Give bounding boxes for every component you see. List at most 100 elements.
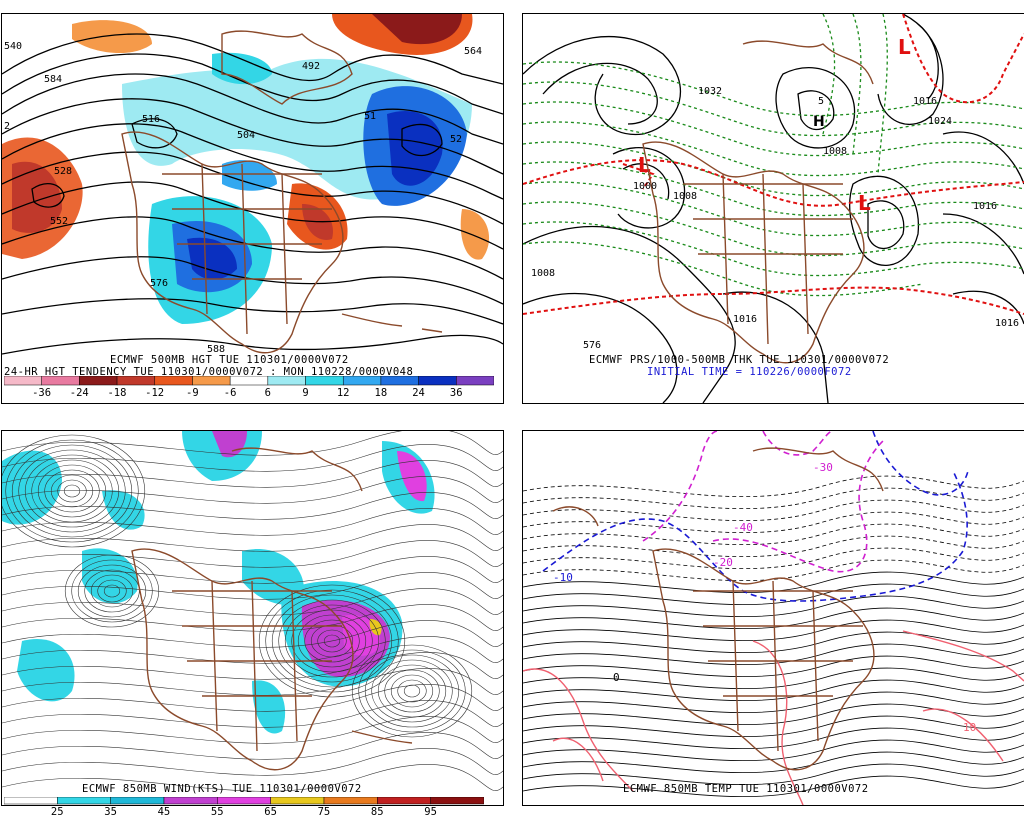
contour-label: 504 xyxy=(237,130,255,141)
low-center-marker: L xyxy=(858,191,871,215)
contour-label: 52 xyxy=(450,134,462,145)
contour-label: 552 xyxy=(50,216,68,227)
contour-label: 492 xyxy=(302,61,320,72)
streamline xyxy=(2,492,503,520)
legend-tick-label: 35 xyxy=(104,806,117,818)
streamline xyxy=(2,732,503,760)
streamline xyxy=(397,679,427,703)
streamline xyxy=(284,604,380,678)
panel-pressure-thickness: L L L H 1032 1016 1024 1008 1000 1008 10… xyxy=(522,13,1024,404)
legend-swatch xyxy=(163,797,218,805)
streamline xyxy=(64,554,160,628)
contour-label: 5 xyxy=(818,96,824,107)
panel-initial-time: INITIAL TIME = 110226/0000F072 xyxy=(647,366,852,378)
streamline xyxy=(2,524,503,552)
temperature-contour xyxy=(523,751,1024,774)
legend-swatch xyxy=(380,376,419,386)
contour-label: -20 xyxy=(713,556,733,569)
streamline xyxy=(2,700,503,728)
streamline xyxy=(57,479,87,503)
contour-label: 1024 xyxy=(928,116,952,127)
legend-tick-label: 36 xyxy=(449,387,463,399)
height-contour-labels: 540 584 516 504 492 552 528 576 588 564 … xyxy=(4,41,482,355)
legend-swatch xyxy=(323,797,378,805)
pressure-centers: L L L H xyxy=(638,35,911,215)
legend-tick-label: 65 xyxy=(264,806,277,818)
streamline xyxy=(31,459,113,523)
legend-swatch xyxy=(192,376,231,386)
contour-label: 51 xyxy=(364,111,376,122)
streamline xyxy=(63,484,81,498)
streamline xyxy=(2,716,503,744)
contour-label: 1016 xyxy=(733,314,757,325)
map-850mb-wind xyxy=(2,431,503,792)
legend-tick-label: -12 xyxy=(145,387,165,399)
streamline xyxy=(2,652,503,680)
panel-500mb-height: 540 584 516 504 492 552 528 576 588 564 … xyxy=(1,13,504,404)
contour-label: 1008 xyxy=(531,268,555,279)
legend-color-bar xyxy=(4,797,484,805)
temperature-contour xyxy=(523,559,1024,582)
temperature-contours-black xyxy=(523,475,1024,798)
temperature-contour xyxy=(523,595,1024,618)
temperature-contour xyxy=(523,619,1024,642)
legend-tick-label: 95 xyxy=(424,806,437,818)
map-850mb-temp: -10 -20 -30 -40 0 10 xyxy=(523,431,1024,805)
streamline xyxy=(18,449,126,533)
thickness-contours-green xyxy=(523,14,1024,297)
wind-speed-legend: 25 35 45 55 65 75 85 95 xyxy=(4,797,484,819)
streamline xyxy=(323,634,341,648)
legend-swatch xyxy=(41,376,80,386)
thickness-contours-red xyxy=(523,14,1024,315)
legend-swatch xyxy=(229,376,269,386)
streamline xyxy=(403,684,421,698)
streamline xyxy=(2,748,503,776)
streamline xyxy=(5,439,139,543)
contour-label: -30 xyxy=(813,461,833,474)
legend-tick-label: 24 xyxy=(412,387,425,399)
contour-label: 1008 xyxy=(673,191,697,202)
legend-swatch xyxy=(418,376,457,386)
contour-label: 584 xyxy=(44,74,62,85)
coastlines xyxy=(121,30,443,354)
streamline xyxy=(2,588,503,616)
panel-title: ECMWF 850MB TEMP TUE 110301/0000V072 xyxy=(623,783,869,795)
legend-tick-label: 55 xyxy=(210,806,224,818)
legend-swatch xyxy=(305,376,344,386)
streamline xyxy=(11,444,133,538)
streamline xyxy=(2,508,503,536)
height-contours xyxy=(2,33,503,355)
streamline xyxy=(2,540,503,568)
contour-label: 2 xyxy=(4,121,10,132)
streamline xyxy=(44,469,100,513)
streamline xyxy=(2,604,503,632)
streamline xyxy=(304,619,360,663)
legend-tick-label: 85 xyxy=(370,806,384,818)
contour-label: 576 xyxy=(583,340,601,351)
contour-label: 1000 xyxy=(633,181,657,192)
panel-850mb-temp: -10 -20 -30 -40 0 10 ECMWF 850MB TEMP TU… xyxy=(522,430,1024,806)
temperature-contour xyxy=(523,667,1024,690)
legend-tick-label: 25 xyxy=(50,806,64,818)
streamline xyxy=(258,584,406,698)
contour-label: 528 xyxy=(54,166,72,177)
streamline xyxy=(77,564,147,618)
legend-swatch xyxy=(154,376,193,386)
legend-swatch xyxy=(456,376,494,386)
contour-label: 1016 xyxy=(973,201,997,212)
map-500mb-height: 540 584 516 504 492 552 528 576 588 564 … xyxy=(2,14,503,355)
legend-swatch xyxy=(4,376,42,386)
temperature-contour xyxy=(523,511,1024,534)
contour-label: 540 xyxy=(4,41,22,52)
temperature-contour xyxy=(523,499,1024,522)
streamline xyxy=(2,636,503,664)
low-center-marker: L xyxy=(898,35,911,59)
streamline xyxy=(2,476,503,504)
legend-tick-label: 75 xyxy=(317,806,331,818)
legend-tick-label: 12 xyxy=(336,387,350,399)
legend-swatch xyxy=(342,376,382,386)
streamline xyxy=(2,460,503,488)
temperature-contours-pink xyxy=(523,630,1024,805)
streamline xyxy=(24,454,120,528)
legend-swatch xyxy=(267,376,306,386)
